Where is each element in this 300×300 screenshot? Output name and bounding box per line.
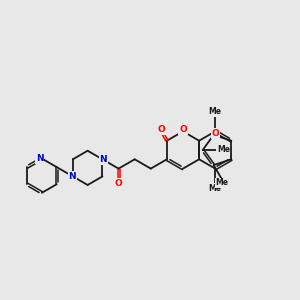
Text: O: O: [212, 129, 220, 138]
Text: Me: Me: [209, 107, 222, 116]
Text: O: O: [115, 179, 122, 188]
Text: O: O: [157, 125, 165, 134]
Text: N: N: [68, 172, 76, 181]
Text: N: N: [99, 155, 107, 164]
Text: N: N: [36, 154, 43, 163]
Text: Me: Me: [217, 146, 230, 154]
Text: Me: Me: [216, 178, 229, 187]
Text: N: N: [99, 155, 107, 164]
Text: O: O: [179, 125, 187, 134]
Text: Me: Me: [209, 184, 222, 193]
